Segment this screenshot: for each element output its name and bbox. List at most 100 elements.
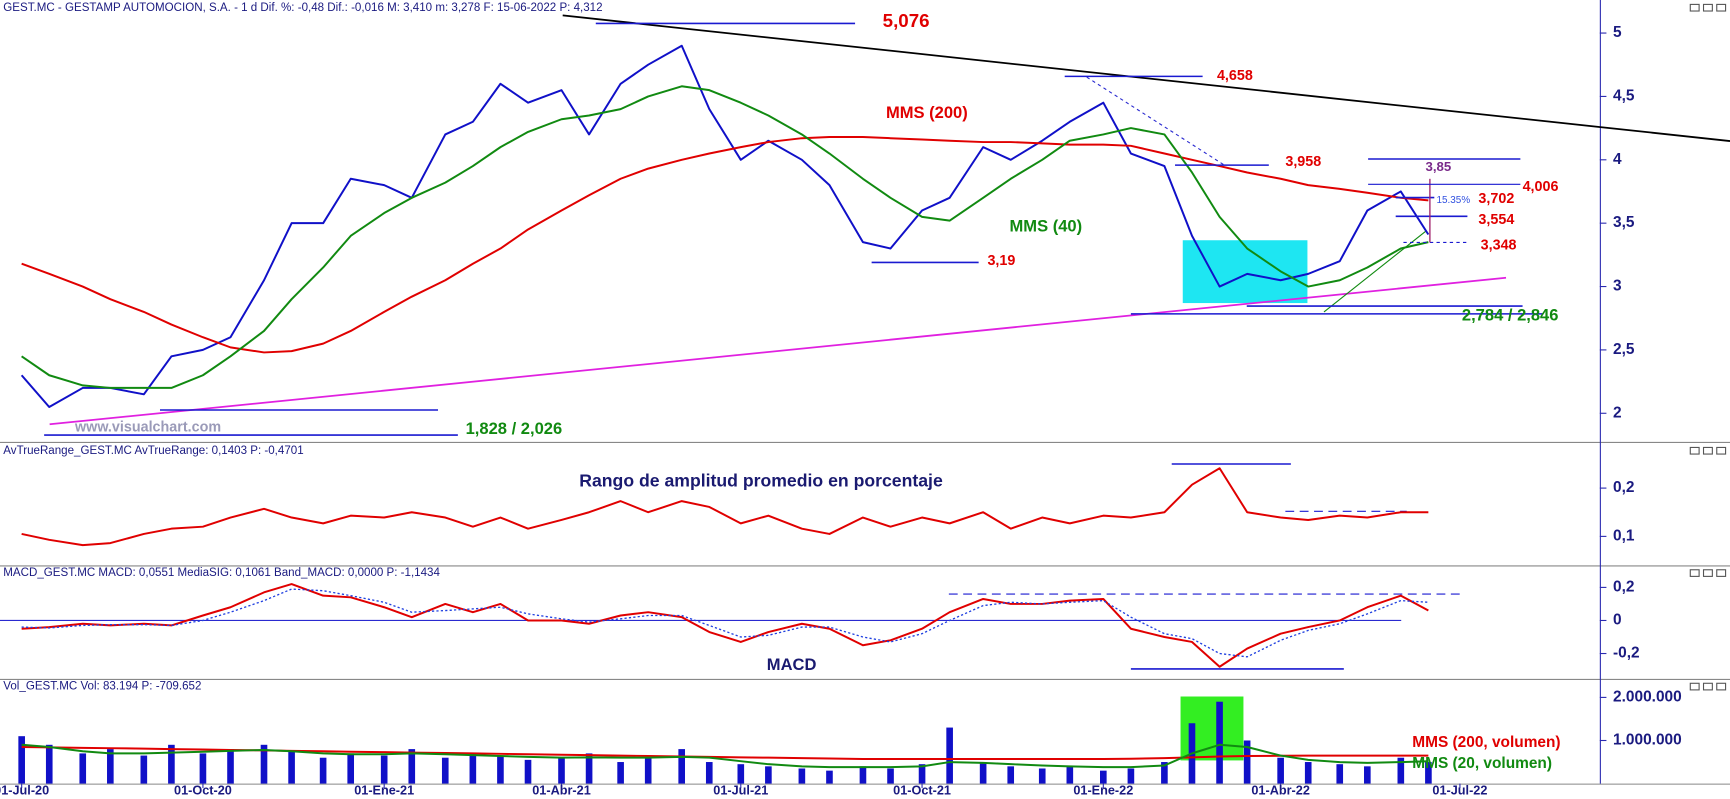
series-line	[21, 583, 1429, 668]
volume-bar	[79, 753, 87, 784]
volume-bar	[319, 757, 327, 784]
y-tick-label: 3,5	[1613, 214, 1635, 231]
series-line	[21, 85, 1429, 389]
volume-bar	[107, 749, 114, 784]
level-label: 1,828 / 2,026	[466, 419, 563, 438]
x-tick-label: 01-Ene-22	[1073, 784, 1133, 798]
window-buttons	[1689, 3, 1727, 691]
y-tick-label: 4,5	[1613, 88, 1635, 105]
x-tick-label: 01-Jul-20	[0, 784, 49, 798]
volume-bar	[524, 759, 532, 784]
series-label: MMS (200, volumen)	[1412, 734, 1560, 751]
y-tick-label: 0,2	[1613, 479, 1634, 496]
volume-bar	[140, 755, 148, 784]
range-box	[1182, 240, 1308, 304]
volume-bar	[678, 749, 686, 784]
support-line	[49, 276, 1507, 426]
annotation: 15.35%	[1437, 195, 1471, 206]
x-tick-label: 01-Abr-22	[1251, 784, 1309, 798]
level-label: 3,85	[1425, 159, 1451, 174]
panel-header: GEST.MC - GESTAMP AUTOMOCION, S.A. - 1 d…	[3, 2, 602, 14]
y-tick-label: 0,2	[1613, 578, 1634, 595]
y-tick-label: 2.000.000	[1613, 688, 1682, 705]
y-tick-label: -0,2	[1613, 645, 1640, 662]
y-tick-label: 3	[1613, 278, 1622, 295]
volume-bar	[1397, 757, 1405, 784]
trend-line	[562, 14, 1730, 142]
volume-bar	[585, 753, 593, 784]
y-tick-label: 4	[1613, 151, 1622, 168]
volume-bar	[1066, 766, 1074, 784]
volume-bar	[227, 749, 234, 784]
y-tick-label: 2,5	[1613, 341, 1635, 358]
volume-bar	[199, 753, 207, 784]
panel-borders	[0, 441, 1730, 785]
volume-bar	[497, 755, 504, 784]
x-tick-label: 01-Jul-21	[713, 784, 768, 798]
series-label: MMS (40)	[1010, 216, 1083, 235]
panel-header: MACD_GEST.MC MACD: 0,0551 MediaSIG: 0,10…	[3, 567, 440, 579]
x-tick-label: 01-Jul-22	[1432, 784, 1487, 798]
level-label: 4,658	[1217, 68, 1253, 84]
volume-bar	[1364, 766, 1371, 784]
level-label: 3,702	[1478, 191, 1514, 207]
y-tick-label: 0,1	[1613, 527, 1635, 544]
volume-bar	[826, 770, 833, 784]
volume-bar	[408, 749, 416, 784]
volume-bar	[347, 753, 355, 784]
volume-bar	[617, 762, 624, 784]
level-label: 3,554	[1478, 212, 1514, 228]
series-line	[21, 135, 1429, 354]
x-tick-label: 01-Ene-21	[354, 784, 414, 798]
annotation: www.visualchart.com	[74, 419, 221, 435]
volume-bar	[18, 736, 25, 784]
y-tick-label: 5	[1613, 24, 1622, 41]
level-label: 3,348	[1481, 238, 1517, 254]
series-line	[21, 588, 1429, 658]
volume-bar	[1304, 762, 1312, 784]
series-line	[21, 743, 1429, 769]
panel-header: AvTrueRange_GEST.MC AvTrueRange: 0,1403 …	[3, 445, 303, 457]
volume-bar	[1100, 770, 1107, 784]
volume-bar	[45, 744, 53, 784]
x-tick-label: 01-Oct-21	[893, 784, 951, 798]
volume-bar	[918, 764, 926, 784]
level-label: 2,784 / 2,846	[1462, 306, 1559, 325]
volume-bar	[1243, 740, 1251, 784]
series-line	[20, 44, 1430, 408]
level-label: 4,006	[1523, 179, 1559, 195]
volume-bar	[1216, 701, 1223, 784]
y-tick-label: 0	[1613, 612, 1622, 629]
short-trend	[1323, 231, 1426, 313]
volume-bar	[859, 766, 867, 784]
volume-bar	[441, 757, 449, 784]
series-line	[21, 467, 1429, 547]
y-tick-label: 1.000.000	[1613, 732, 1682, 749]
x-tick-label: 01-Oct-20	[174, 784, 232, 798]
volume-bar	[1161, 762, 1168, 784]
level-label: 5,076	[883, 10, 930, 31]
volume-bar	[644, 757, 652, 784]
volume-bar	[1277, 757, 1284, 784]
volume-bar	[288, 751, 295, 784]
volume-bar	[380, 755, 388, 784]
volume-bar	[705, 762, 713, 784]
level-label: 3,958	[1285, 154, 1321, 170]
volume-bar	[798, 768, 806, 784]
volume-bar	[1038, 768, 1046, 784]
volume-bar	[887, 768, 894, 784]
dashed-trend	[1086, 76, 1225, 166]
x-tick-label: 01-Abr-21	[532, 784, 590, 798]
volume-bar	[1127, 768, 1135, 784]
level-label: 3,19	[987, 253, 1015, 269]
panel-header: Vol_GEST.MC Vol: 83.194 P: -709.652	[3, 681, 201, 693]
volume-bar	[765, 766, 772, 784]
volume-bar	[1336, 764, 1344, 784]
volume-bar	[469, 753, 477, 784]
series-label: MMS (200)	[886, 103, 968, 122]
volume-bar	[737, 764, 745, 784]
volume-bar	[558, 757, 565, 784]
volume-bar	[168, 744, 175, 784]
